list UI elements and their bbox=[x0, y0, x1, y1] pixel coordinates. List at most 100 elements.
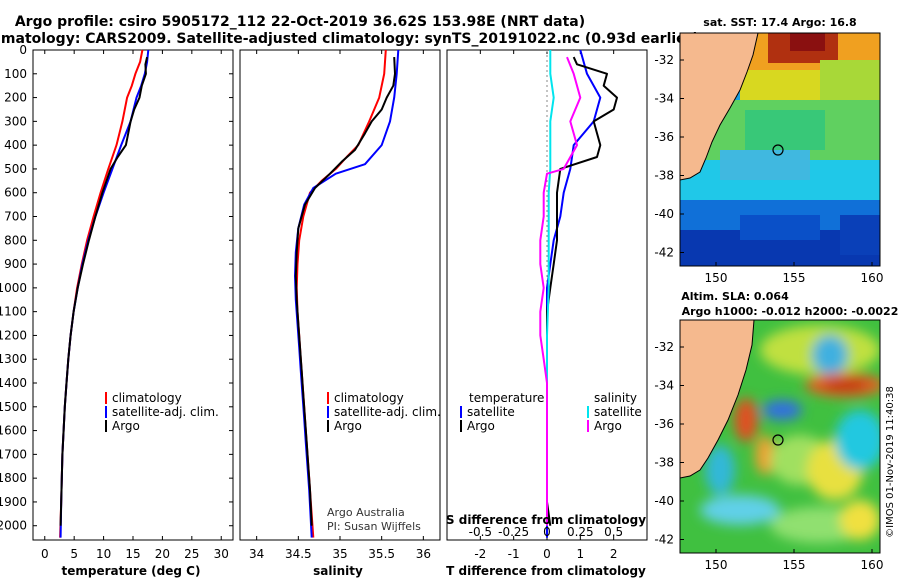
temperature-x-axis: 0 5 10 15 20 25 30 bbox=[41, 50, 229, 561]
temperature-plot-frame bbox=[32, 49, 234, 541]
x-tick-label: 0 bbox=[41, 547, 49, 561]
legend-label-satellite: satellite-adj. clim. bbox=[112, 405, 219, 419]
x-tick-label: 35 bbox=[332, 547, 347, 561]
sla-map-title-1: Altim. SLA: 0.064 bbox=[681, 290, 789, 303]
s-tick-label: -0.5 bbox=[469, 525, 492, 539]
depth-tick-label: 500 bbox=[4, 162, 27, 176]
x-tick-label: 15 bbox=[125, 547, 140, 561]
salinity-legend: climatology satellite-adj. clim. Argo bbox=[327, 391, 441, 433]
s-tick-label: -0.25 bbox=[498, 525, 529, 539]
temperature-xlabel: temperature (deg C) bbox=[62, 564, 201, 578]
legend-label-climatology: climatology bbox=[112, 391, 182, 405]
depth-tick-label: 1700 bbox=[0, 447, 27, 461]
sst-map-frame bbox=[679, 32, 881, 267]
sst-field bbox=[680, 33, 880, 266]
lat-tick-label: -32 bbox=[654, 340, 674, 354]
depth-tick-label: 700 bbox=[4, 210, 27, 224]
depth-tick-label: 2000 bbox=[0, 519, 27, 533]
depth-tick-label: 1100 bbox=[0, 305, 27, 319]
depth-tick-label: 1300 bbox=[0, 352, 27, 366]
depth-tick-label: 300 bbox=[4, 114, 27, 128]
depth-tick-label: 800 bbox=[4, 233, 27, 247]
copyright-stamp: ©IMOS 01-Nov-2019 11:40:38 bbox=[885, 386, 896, 538]
s-difference-xlabel: S difference from climatology bbox=[446, 513, 646, 527]
lat-tick-label: -42 bbox=[654, 246, 674, 260]
temperature-series bbox=[59, 49, 150, 538]
legend-heading-salinity: salinity bbox=[594, 391, 637, 405]
depth-tick-label: 0 bbox=[19, 43, 27, 57]
x-tick-label: 25 bbox=[184, 547, 199, 561]
lat-tick-label: -40 bbox=[654, 494, 674, 508]
argo-float-marker-sst bbox=[772, 144, 784, 156]
x-tick-label: 10 bbox=[96, 547, 111, 561]
lon-tick-label: 150 bbox=[705, 271, 728, 285]
depth-tick-label: 1900 bbox=[0, 495, 27, 509]
s-tick-label: 0.25 bbox=[567, 525, 594, 539]
title-line-1: Argo profile: csiro 5905172_112 22-Oct-2… bbox=[15, 14, 585, 30]
x-tick-label: 20 bbox=[155, 547, 170, 561]
depth-tick-label: 1800 bbox=[0, 471, 27, 485]
x-tick-label: 34.5 bbox=[285, 547, 312, 561]
difference-legend-salinity: salinity satellite Argo bbox=[587, 391, 642, 433]
lat-tick-label: -36 bbox=[654, 417, 674, 431]
legend-label-t-argo: Argo bbox=[467, 419, 495, 433]
depth-tick-label: 1400 bbox=[0, 376, 27, 390]
depth-tick-label: 1600 bbox=[0, 424, 27, 438]
sla-field bbox=[680, 320, 880, 553]
note-line-2: PI: Susan Wijffels bbox=[327, 520, 421, 533]
depth-tick-label: 600 bbox=[4, 186, 27, 200]
legend-label-climatology: climatology bbox=[334, 391, 404, 405]
sla-map-axes: -32 -34 -36 -38 -40 -42 150 155 160 bbox=[654, 340, 883, 572]
legend-label-argo: Argo bbox=[334, 419, 362, 433]
temperature-legend: climatology satellite-adj. clim. Argo bbox=[105, 391, 219, 433]
legend-label-argo: Argo bbox=[112, 419, 140, 433]
lat-tick-label: -34 bbox=[654, 92, 674, 106]
depth-tick-label: 900 bbox=[4, 257, 27, 271]
t-difference-xlabel: T difference from climatology bbox=[446, 564, 646, 578]
x-tick-label: 35.5 bbox=[368, 547, 395, 561]
series-line-argo bbox=[59, 56, 149, 526]
x-tick-label: 36 bbox=[416, 547, 431, 561]
depth-tick-label: 1500 bbox=[0, 400, 27, 414]
lat-tick-label: -36 bbox=[654, 130, 674, 144]
salinity-plot-frame bbox=[239, 49, 441, 541]
x-tick-label: 34 bbox=[249, 547, 264, 561]
series-line-argo-s- bbox=[539, 56, 582, 526]
sst-map-title: sat. SST: 17.4 Argo: 16.8 bbox=[703, 16, 856, 29]
temperature-panel: 0100200300400500600700800900100011001200… bbox=[0, 43, 647, 578]
x-tick-label: -2 bbox=[474, 547, 486, 561]
lon-tick-label: 155 bbox=[783, 271, 806, 285]
lat-tick-label: -38 bbox=[654, 456, 674, 470]
sst-map: sat. SST: 17.4 Argo: 16.8 -32 -34 -36 -38 -4… bbox=[654, 16, 883, 285]
lon-tick-label: 160 bbox=[861, 558, 884, 572]
difference-series bbox=[539, 49, 618, 540]
legend-label-s-argo: Argo bbox=[594, 419, 622, 433]
sla-map: Altim. SLA: 0.064 Argo h1000: -0.012 h20… bbox=[654, 290, 898, 572]
argo-float-marker-sla bbox=[772, 434, 784, 446]
sst-map-axes: -32 -34 -36 -38 -40 -42 150 155 160 bbox=[654, 53, 883, 285]
s-difference-scale: -0.5 -0.25 0 0.25 0.5 bbox=[469, 525, 624, 539]
depth-tick-label: 400 bbox=[4, 138, 27, 152]
depth-tick-label: 100 bbox=[4, 67, 27, 81]
lon-tick-label: 155 bbox=[783, 558, 806, 572]
sla-map-title-2: Argo h1000: -0.012 h2000: -0.0022 bbox=[682, 305, 899, 318]
lat-tick-label: -42 bbox=[654, 533, 674, 547]
legend-label-t-satellite: satellite bbox=[467, 405, 515, 419]
salinity-x-axis: 34 34.5 35 35.5 36 bbox=[249, 50, 431, 561]
x-tick-label: 0 bbox=[543, 547, 551, 561]
lat-tick-label: -34 bbox=[654, 379, 674, 393]
lat-tick-label: -38 bbox=[654, 169, 674, 183]
legend-label-s-satellite: satellite bbox=[594, 405, 642, 419]
note-line-1: Argo Australia bbox=[327, 506, 405, 519]
lat-tick-label: -40 bbox=[654, 207, 674, 221]
x-tick-label: 5 bbox=[70, 547, 78, 561]
legend-label-satellite: satellite-adj. clim. bbox=[334, 405, 441, 419]
x-tick-label: -1 bbox=[508, 547, 520, 561]
salinity-panel: 34 34.5 35 35.5 36 salinity climatology sate… bbox=[239, 49, 441, 578]
s-tick-label: 0.5 bbox=[604, 525, 623, 539]
lon-tick-label: 160 bbox=[861, 271, 884, 285]
x-tick-label: 2 bbox=[610, 547, 618, 561]
difference-legend-temperature: temperature satellite Argo bbox=[460, 391, 544, 433]
s-tick-label: 0 bbox=[543, 525, 551, 539]
